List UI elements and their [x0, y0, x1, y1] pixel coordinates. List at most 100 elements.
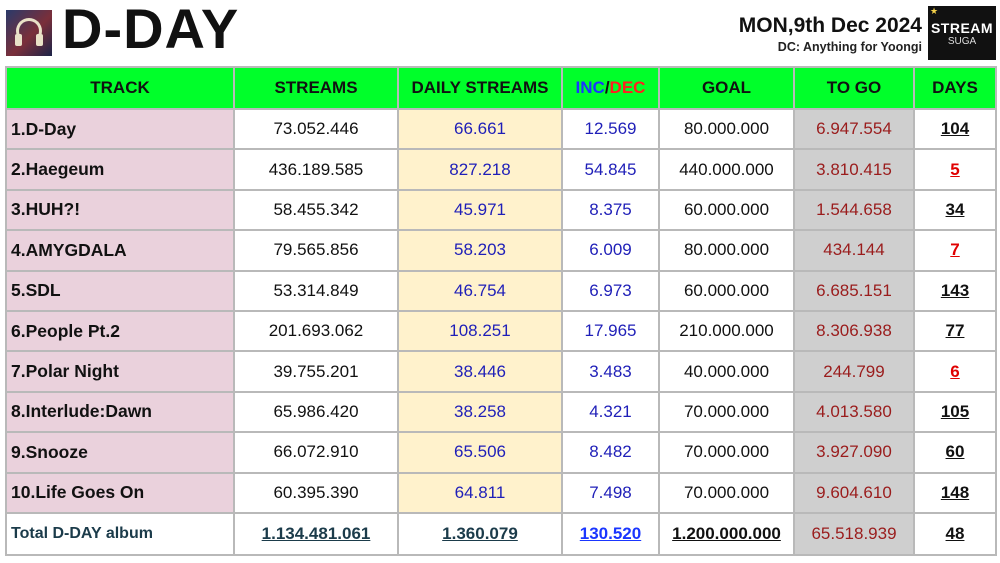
col-header-goal: GOAL: [658, 66, 795, 110]
logo-text-stream: STREAM: [930, 20, 994, 36]
goal-cell: 60.000.000: [658, 188, 795, 232]
track-cell: 5.SDL: [5, 269, 235, 312]
to-go-cell: 3.927.090: [793, 431, 915, 474]
inc-dec-cell: 3.483: [561, 350, 660, 393]
table-row: 7.Polar Night 39.755.201 38.446 3.483 40.000…: [5, 350, 997, 393]
track-cell: 6.People Pt.2: [5, 309, 235, 353]
track-cell: 4.AMYGDALA: [5, 229, 235, 272]
inc-dec-cell: 4.321: [561, 390, 660, 434]
table-row: 4.AMYGDALA 79.565.856 58.203 6.009 80.000.00…: [5, 229, 997, 272]
daily-streams-cell: 46.754: [397, 269, 563, 312]
days-cell: 5: [913, 148, 997, 191]
days-cell: 143: [913, 269, 997, 312]
to-go-cell: 1.544.658: [793, 188, 915, 232]
daily-streams-cell: 58.203: [397, 229, 563, 272]
days-cell: 104: [913, 107, 997, 151]
album-cover-image: [6, 10, 52, 56]
goal-cell: 40.000.000: [658, 350, 795, 393]
inc-dec-cell: 54.845: [561, 148, 660, 191]
inc-dec-cell: 12.569: [561, 107, 660, 151]
streams-cell: 66.072.910: [233, 431, 399, 474]
daily-streams-cell: 827.218: [397, 148, 563, 191]
caption-text: DC: Anything for Yoongi: [777, 40, 922, 54]
total-to-go: 65.518.939: [793, 512, 915, 556]
total-days: 48: [913, 512, 997, 556]
to-go-cell: 434.144: [793, 229, 915, 272]
col-header-streams: STREAMS: [233, 66, 399, 110]
track-cell: 3.HUH?!: [5, 188, 235, 232]
total-daily-streams: 1.360.079: [397, 512, 563, 556]
daily-streams-cell: 38.258: [397, 390, 563, 434]
streams-table: TRACK STREAMS DAILY STREAMS INC/DEC GOAL…: [5, 66, 997, 556]
col-header-to-go: TO GO: [793, 66, 915, 110]
dec-label: DEC: [609, 78, 646, 97]
inc-dec-cell: 17.965: [561, 309, 660, 353]
to-go-cell: 6.685.151: [793, 269, 915, 312]
table-header-row: TRACK STREAMS DAILY STREAMS INC/DEC GOAL…: [5, 66, 997, 110]
daily-streams-cell: 64.811: [397, 471, 563, 515]
days-cell: 6: [913, 350, 997, 393]
streams-cell: 53.314.849: [233, 269, 399, 312]
headphone-cup-right: [36, 34, 43, 46]
inc-dec-cell: 6.009: [561, 229, 660, 272]
total-streams: 1.134.481.061: [233, 512, 399, 556]
table-row: 2.Haegeum 436.189.585 827.218 54.845 440.000…: [5, 148, 997, 191]
col-header-track: TRACK: [5, 66, 235, 110]
col-header-inc-dec: INC/DEC: [561, 66, 660, 110]
headphones-icon: [16, 18, 42, 44]
inc-dec-cell: 7.498: [561, 471, 660, 515]
track-cell: 9.Snooze: [5, 431, 235, 474]
to-go-cell: 6.947.554: [793, 107, 915, 151]
streams-cell: 436.189.585: [233, 148, 399, 191]
total-inc-dec: 130.520: [561, 512, 660, 556]
inc-dec-cell: 8.482: [561, 431, 660, 474]
goal-cell: 70.000.000: [658, 390, 795, 434]
to-go-cell: 8.306.938: [793, 309, 915, 353]
track-cell: 7.Polar Night: [5, 350, 235, 393]
table-row: 5.SDL 53.314.849 46.754 6.973 60.000.000 6.68…: [5, 269, 997, 312]
daily-streams-cell: 66.661: [397, 107, 563, 151]
streams-cell: 73.052.446: [233, 107, 399, 151]
goal-cell: 210.000.000: [658, 309, 795, 353]
table-row: 8.Interlude:Dawn 65.986.420 38.258 4.321 70.…: [5, 390, 997, 434]
stream-suga-logo: ★ STREAM SUGA: [928, 6, 996, 60]
track-cell: 10.Life Goes On: [5, 471, 235, 515]
streams-cell: 65.986.420: [233, 390, 399, 434]
inc-dec-cell: 6.973: [561, 269, 660, 312]
days-cell: 34: [913, 188, 997, 232]
goal-cell: 80.000.000: [658, 107, 795, 151]
table-row: 3.HUH?! 58.455.342 45.971 8.375 60.000.000 1.…: [5, 188, 997, 232]
streams-cell: 79.565.856: [233, 229, 399, 272]
star-icon: ★: [930, 6, 939, 16]
track-cell: 1.D-Day: [5, 107, 235, 151]
col-header-days: DAYS: [913, 66, 997, 110]
total-goal: 1.200.000.000: [658, 512, 795, 556]
page-title: D-DAY: [62, 0, 240, 60]
inc-dec-cell: 8.375: [561, 188, 660, 232]
table-row: 9.Snooze 66.072.910 65.506 8.482 70.000.000 3…: [5, 431, 997, 474]
daily-streams-cell: 65.506: [397, 431, 563, 474]
daily-streams-cell: 38.446: [397, 350, 563, 393]
date-label: MON,9th Dec 2024: [738, 14, 922, 37]
header-bar: D-DAY MON,9th Dec 2024 DC: Anything for …: [0, 0, 1000, 62]
total-label: Total D-DAY album: [5, 512, 235, 556]
goal-cell: 60.000.000: [658, 269, 795, 312]
to-go-cell: 9.604.610: [793, 471, 915, 515]
to-go-cell: 244.799: [793, 350, 915, 393]
streams-cell: 201.693.062: [233, 309, 399, 353]
streams-cell: 39.755.201: [233, 350, 399, 393]
streams-cell: 58.455.342: [233, 188, 399, 232]
headphone-cup-left: [15, 34, 22, 46]
days-cell: 105: [913, 390, 997, 434]
to-go-cell: 4.013.580: [793, 390, 915, 434]
table-row: 10.Life Goes On 60.395.390 64.811 7.498 70.0…: [5, 471, 997, 515]
logo-text-suga: SUGA: [947, 36, 977, 47]
goal-cell: 70.000.000: [658, 471, 795, 515]
goal-cell: 440.000.000: [658, 148, 795, 191]
table-row: 6.People Pt.2 201.693.062 108.251 17.965 210…: [5, 309, 997, 353]
streams-cell: 60.395.390: [233, 471, 399, 515]
track-cell: 8.Interlude:Dawn: [5, 390, 235, 434]
col-header-daily-streams: DAILY STREAMS: [397, 66, 563, 110]
days-cell: 60: [913, 431, 997, 474]
daily-streams-cell: 108.251: [397, 309, 563, 353]
